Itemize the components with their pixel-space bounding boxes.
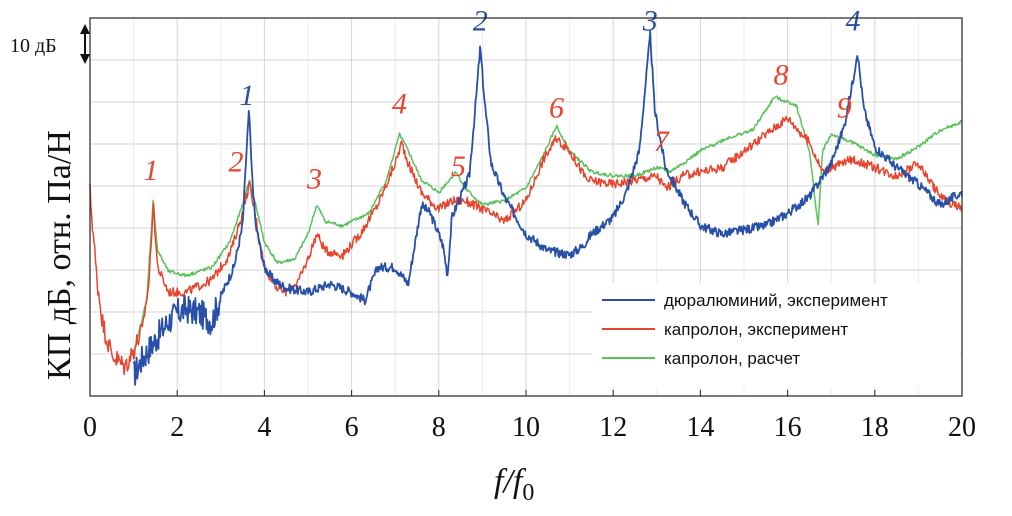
peak-label: 7 — [654, 125, 671, 158]
x-tick-label: 10 — [512, 412, 540, 443]
x-tick-label: 6 — [345, 412, 359, 443]
peak-label: 4 — [846, 4, 861, 37]
x-tick-label: 20 — [948, 412, 976, 443]
x-tick-label: 12 — [599, 412, 627, 443]
x-tick-label: 18 — [861, 412, 889, 443]
peak-label: 8 — [774, 58, 789, 91]
legend-label-duralumin: дюралюминий, эксперимент — [664, 291, 888, 310]
peak-labels: 1 2 3 4 5 6 7 8 9 1 2 3 4 — [144, 4, 861, 195]
series-layer — [89, 30, 963, 386]
scale-label: 10 дБ — [10, 35, 57, 57]
peak-label: 1 — [144, 154, 159, 187]
x-tick-label: 14 — [686, 412, 714, 443]
scale-bar-arrow-bottom — [80, 54, 90, 64]
x-tick-label: 2 — [170, 412, 184, 443]
peak-label: 5 — [451, 150, 466, 183]
peak-label: 1 — [239, 79, 254, 112]
peak-label: 3 — [642, 4, 658, 37]
peak-label: 6 — [549, 92, 564, 125]
x-axis-label-sub: 0 — [522, 480, 534, 506]
x-tick-label: 4 — [257, 412, 271, 443]
series-line-1 — [89, 115, 963, 376]
x-axis-ticks: 0 2 4 6 8 10 12 14 16 18 20 — [83, 390, 976, 443]
legend-label-caprolon-exp: капролон, эксперимент — [664, 320, 848, 339]
x-tick-label: 0 — [83, 412, 97, 443]
peak-label: 2 — [229, 146, 244, 179]
legend: дюралюминий, эксперимент капролон, экспе… — [592, 283, 960, 387]
x-tick-label: 16 — [774, 412, 802, 443]
x-axis-label: f/f0 — [494, 463, 534, 506]
x-axis-label-main: f/f — [494, 463, 527, 500]
peak-label: 4 — [392, 88, 407, 121]
legend-label-caprolon-calc: капролон, расчет — [664, 349, 800, 368]
peak-label: 3 — [306, 162, 322, 195]
peak-label: 2 — [473, 4, 488, 37]
y-axis-label: КП дБ, отн. Па/Н — [41, 130, 78, 380]
series-line-0 — [132, 30, 963, 386]
scale-bar-arrow-top — [80, 24, 90, 34]
series-line-2 — [132, 95, 963, 354]
x-tick-label: 8 — [432, 412, 446, 443]
peak-label: 9 — [837, 92, 852, 125]
